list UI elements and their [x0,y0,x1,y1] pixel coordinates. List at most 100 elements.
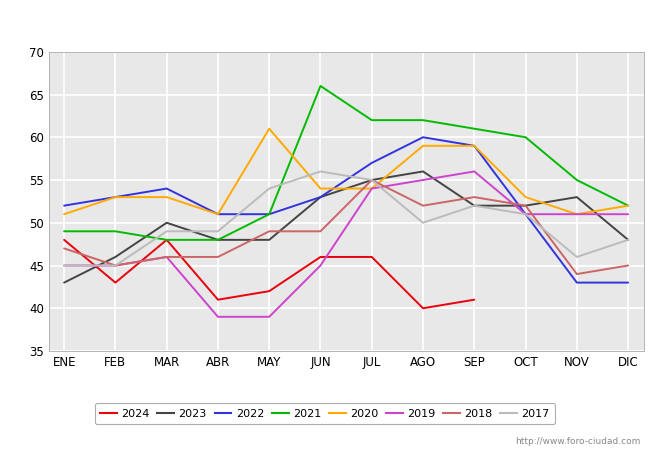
2021 [522,135,530,140]
2019 [162,254,170,260]
2021 [317,83,324,89]
2023 [573,194,580,200]
Line: 2018: 2018 [64,180,628,274]
2022 [573,280,580,285]
2020 [573,212,580,217]
2018 [162,254,170,260]
2019 [419,177,427,183]
2023 [419,169,427,174]
2023 [624,237,632,243]
2020 [368,186,376,191]
2021 [573,177,580,183]
2017 [214,229,222,234]
2022 [368,160,376,166]
2017 [60,263,68,268]
Line: 2022: 2022 [64,137,628,283]
2019 [214,314,222,319]
2019 [522,212,530,217]
2023 [522,203,530,208]
2017 [368,177,376,183]
2023 [265,237,273,243]
2022 [419,135,427,140]
2024 [471,297,478,302]
2022 [522,212,530,217]
2018 [112,263,120,268]
2024 [419,306,427,311]
2024 [265,288,273,294]
2017 [162,229,170,234]
2020 [624,203,632,208]
2021 [112,229,120,234]
2019 [368,186,376,191]
2020 [112,194,120,200]
2018 [624,263,632,268]
2019 [60,263,68,268]
2024 [368,254,376,260]
Text: Afiliados en Arándiga a 31/8/2024: Afiliados en Arándiga a 31/8/2024 [184,14,466,33]
2024 [162,237,170,243]
2022 [214,212,222,217]
2020 [162,194,170,200]
2022 [60,203,68,208]
2017 [522,212,530,217]
2019 [624,212,632,217]
2017 [624,237,632,243]
2020 [265,126,273,131]
2021 [419,117,427,123]
2021 [162,237,170,243]
2020 [471,143,478,148]
2017 [471,203,478,208]
2020 [522,194,530,200]
2022 [162,186,170,191]
2018 [522,203,530,208]
2022 [624,280,632,285]
2022 [112,194,120,200]
2018 [265,229,273,234]
2024 [214,297,222,302]
2021 [265,212,273,217]
Line: 2021: 2021 [64,86,628,240]
2018 [60,246,68,251]
2023 [368,177,376,183]
2018 [368,177,376,183]
2017 [112,263,120,268]
2021 [471,126,478,131]
2019 [265,314,273,319]
2018 [573,271,580,277]
2022 [317,194,324,200]
2018 [419,203,427,208]
2018 [471,194,478,200]
Line: 2020: 2020 [64,129,628,214]
2017 [419,220,427,225]
2019 [317,263,324,268]
Line: 2017: 2017 [64,171,628,266]
Line: 2023: 2023 [64,171,628,283]
2020 [419,143,427,148]
2019 [112,263,120,268]
Line: 2024: 2024 [64,240,474,308]
2022 [265,212,273,217]
2018 [317,229,324,234]
2020 [317,186,324,191]
2023 [317,194,324,200]
2017 [317,169,324,174]
2024 [317,254,324,260]
2022 [471,143,478,148]
2023 [471,203,478,208]
2019 [573,212,580,217]
2017 [573,254,580,260]
2018 [214,254,222,260]
2023 [112,254,120,260]
2024 [112,280,120,285]
2020 [214,212,222,217]
2024 [60,237,68,243]
2023 [60,280,68,285]
2021 [214,237,222,243]
2023 [214,237,222,243]
Line: 2019: 2019 [64,171,628,317]
2021 [60,229,68,234]
Text: http://www.foro-ciudad.com: http://www.foro-ciudad.com [515,436,640,446]
2021 [624,203,632,208]
2021 [368,117,376,123]
Legend: 2024, 2023, 2022, 2021, 2020, 2019, 2018, 2017: 2024, 2023, 2022, 2021, 2020, 2019, 2018… [95,403,555,424]
